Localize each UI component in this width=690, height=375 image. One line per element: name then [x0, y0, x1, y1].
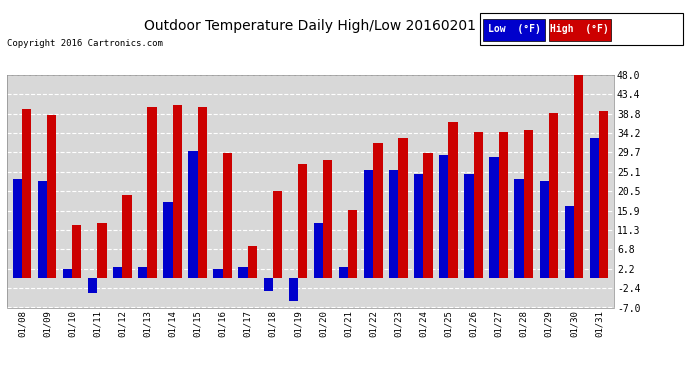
- Text: Outdoor Temperature Daily High/Low 20160201: Outdoor Temperature Daily High/Low 20160…: [144, 19, 477, 33]
- Bar: [364, 170, 373, 278]
- Bar: [549, 113, 558, 278]
- Bar: [348, 210, 357, 278]
- Bar: [590, 138, 599, 278]
- Bar: [398, 138, 408, 278]
- Bar: [248, 246, 257, 278]
- Bar: [424, 153, 433, 278]
- Bar: [63, 270, 72, 278]
- Bar: [172, 105, 181, 278]
- Bar: [339, 267, 348, 278]
- Bar: [148, 107, 157, 278]
- Bar: [197, 107, 207, 278]
- Bar: [373, 142, 382, 278]
- Bar: [489, 158, 499, 278]
- Bar: [464, 174, 473, 278]
- Bar: [22, 109, 31, 278]
- Bar: [47, 115, 57, 278]
- Bar: [564, 206, 574, 278]
- Bar: [540, 181, 549, 278]
- Bar: [298, 164, 307, 278]
- Bar: [239, 267, 248, 278]
- Bar: [264, 278, 273, 291]
- Bar: [389, 170, 398, 278]
- Text: High  (°F): High (°F): [550, 24, 609, 34]
- Bar: [599, 111, 609, 278]
- Bar: [88, 278, 97, 293]
- Text: Copyright 2016 Cartronics.com: Copyright 2016 Cartronics.com: [7, 39, 163, 48]
- Bar: [323, 159, 333, 278]
- Bar: [440, 155, 449, 278]
- Bar: [524, 130, 533, 278]
- Bar: [97, 223, 106, 278]
- Bar: [499, 132, 508, 278]
- Bar: [574, 73, 583, 278]
- Bar: [414, 174, 424, 278]
- Bar: [273, 191, 282, 278]
- Bar: [138, 267, 148, 278]
- Bar: [213, 270, 223, 278]
- Bar: [223, 153, 232, 278]
- Bar: [12, 178, 22, 278]
- Bar: [38, 181, 47, 278]
- Bar: [288, 278, 298, 301]
- Text: Low  (°F): Low (°F): [488, 24, 540, 34]
- Bar: [515, 178, 524, 278]
- Bar: [122, 195, 132, 278]
- Bar: [473, 132, 483, 278]
- Bar: [164, 202, 172, 278]
- Bar: [314, 223, 323, 278]
- Bar: [188, 151, 197, 278]
- Bar: [113, 267, 122, 278]
- Bar: [448, 122, 457, 278]
- Bar: [72, 225, 81, 278]
